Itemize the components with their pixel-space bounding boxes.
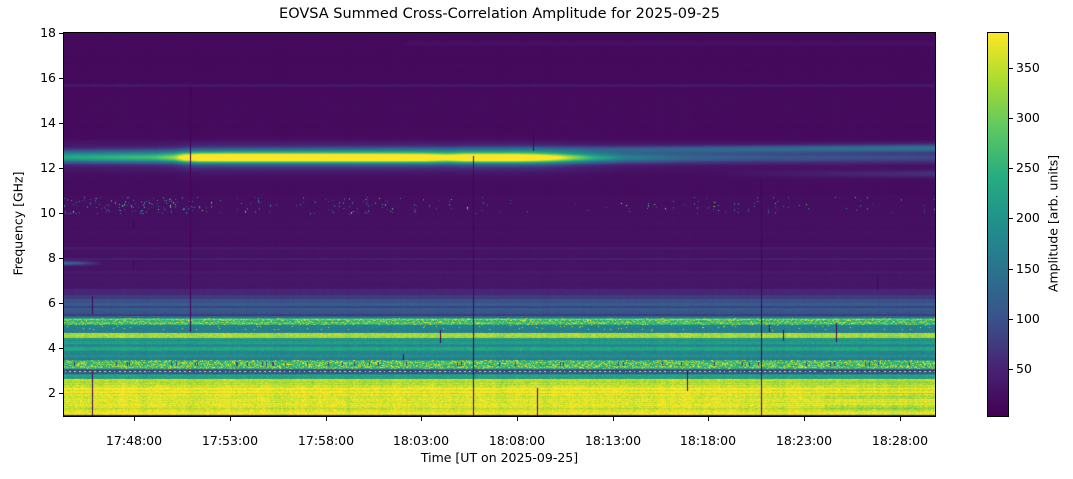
- y-tick-label: 18: [40, 25, 56, 40]
- x-tick-mark: [613, 417, 614, 421]
- colorbar-tick-label: 250: [1016, 160, 1040, 175]
- x-tick-label: 17:53:00: [201, 433, 259, 448]
- y-tick-mark: [59, 78, 63, 79]
- x-tick-label: 18:13:00: [584, 433, 642, 448]
- y-tick-label: 6: [48, 295, 56, 310]
- x-tick-label: 18:03:00: [392, 433, 450, 448]
- y-tick-mark: [59, 348, 63, 349]
- colorbar-tick-label: 50: [1016, 361, 1032, 376]
- y-tick-mark: [59, 213, 63, 214]
- x-tick-label: 18:28:00: [871, 433, 929, 448]
- colorbar-tick-mark: [1009, 168, 1013, 169]
- y-tick-label: 4: [48, 340, 56, 355]
- y-tick-label: 2: [48, 385, 56, 400]
- x-tick-mark: [421, 417, 422, 421]
- y-tick-label: 10: [40, 205, 56, 220]
- colorbar-tick-label: 350: [1016, 60, 1040, 75]
- colorbar-tick-label: 300: [1016, 110, 1040, 125]
- x-tick-mark: [230, 417, 231, 421]
- y-tick-mark: [59, 168, 63, 169]
- x-axis-label: Time [UT on 2025-09-25]: [420, 450, 579, 465]
- colorbar-tick-label: 200: [1016, 210, 1040, 225]
- colorbar-tick-mark: [1009, 369, 1013, 370]
- y-tick-label: 8: [48, 250, 56, 265]
- spectrogram-plot-area: [63, 32, 936, 417]
- x-tick-mark: [326, 417, 327, 421]
- x-tick-label: 18:08:00: [488, 433, 546, 448]
- x-tick-mark: [708, 417, 709, 421]
- x-tick-label: 18:23:00: [775, 433, 833, 448]
- y-tick-mark: [59, 303, 63, 304]
- x-tick-label: 17:58:00: [297, 433, 355, 448]
- colorbar-tick-mark: [1009, 118, 1013, 119]
- x-tick-label: 18:18:00: [679, 433, 737, 448]
- colorbar-tick-label: 150: [1016, 261, 1040, 276]
- colorbar-tick-mark: [1009, 218, 1013, 219]
- colorbar-tick-mark: [1009, 319, 1013, 320]
- y-tick-mark: [59, 393, 63, 394]
- x-tick-mark: [134, 417, 135, 421]
- colorbar-tick-label: 100: [1016, 311, 1040, 326]
- y-tick-mark: [59, 123, 63, 124]
- y-tick-mark: [59, 258, 63, 259]
- y-tick-mark: [59, 33, 63, 34]
- colorbar-label: Amplitude [arb. units]: [1045, 154, 1061, 293]
- spectrogram-heatmap: [64, 33, 935, 416]
- x-tick-mark: [517, 417, 518, 421]
- colorbar-tick-mark: [1009, 269, 1013, 270]
- y-tick-label: 14: [40, 115, 56, 130]
- chart-title: EOVSA Summed Cross-Correlation Amplitude…: [279, 6, 720, 22]
- y-tick-label: 12: [40, 160, 56, 175]
- colorbar-gradient: [988, 33, 1008, 416]
- x-tick-mark: [900, 417, 901, 421]
- colorbar: [987, 32, 1009, 417]
- x-tick-label: 17:48:00: [105, 433, 163, 448]
- x-tick-mark: [804, 417, 805, 421]
- colorbar-tick-mark: [1009, 68, 1013, 69]
- y-tick-label: 16: [40, 70, 56, 85]
